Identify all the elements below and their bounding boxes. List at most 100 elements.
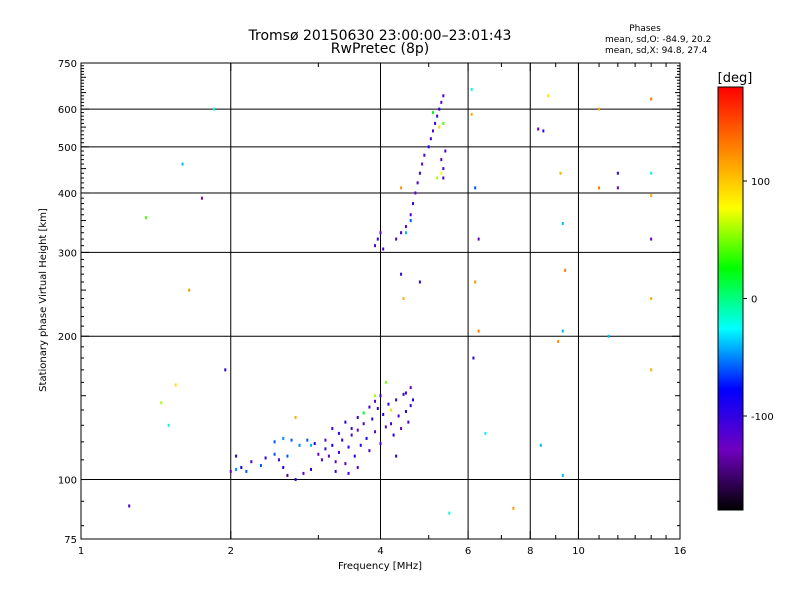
y-tick-label: 600 (58, 105, 77, 116)
data-point (416, 181, 419, 185)
data-point (431, 111, 434, 115)
data-point (409, 213, 412, 217)
colorbar-tick-label: 0 (751, 295, 757, 306)
x-tick-label: 4 (377, 546, 383, 557)
data-point (390, 408, 393, 412)
data-point (395, 237, 398, 241)
data-point (474, 186, 477, 190)
data-point (353, 454, 356, 458)
data-point (477, 237, 480, 241)
data-point (350, 426, 353, 430)
data-point (470, 112, 473, 116)
data-point (561, 222, 564, 226)
data-point (392, 433, 395, 437)
colorbar-tick-label: 100 (751, 177, 770, 188)
data-point (650, 368, 653, 372)
y-tick-label: 200 (58, 332, 77, 343)
data-point (379, 231, 382, 235)
data-point (167, 423, 170, 427)
chart-subtitle: RwPretec (8p) (331, 41, 429, 57)
colorbar-gradient (717, 86, 744, 511)
data-point (341, 438, 344, 442)
data-point (434, 121, 437, 125)
data-point (390, 422, 393, 426)
colorbar-tick-label: -100 (751, 412, 774, 423)
data-point (400, 426, 403, 430)
data-point (310, 443, 313, 447)
data-point (650, 171, 653, 175)
y-axis-label: Stationary phase Virtual Height [km] (38, 208, 49, 392)
data-point (472, 356, 475, 360)
data-point (362, 422, 365, 426)
data-point (327, 454, 330, 458)
data-point (436, 176, 439, 180)
data-point (365, 436, 368, 440)
y-tick-label: 300 (58, 248, 77, 259)
data-point (235, 467, 238, 471)
data-point (397, 414, 400, 418)
data-point (286, 473, 289, 477)
data-point (350, 433, 353, 437)
data-point (245, 469, 248, 473)
data-point (400, 186, 403, 190)
x-axis-label: Frequency [MHz] (338, 561, 422, 572)
data-point (418, 171, 421, 175)
data-point (224, 368, 227, 372)
data-point (374, 430, 377, 434)
data-point (298, 443, 301, 447)
data-point (512, 506, 515, 510)
data-point (412, 202, 415, 206)
data-point (423, 153, 426, 157)
data-point (404, 225, 407, 229)
x-tick-label: 16 (674, 546, 687, 557)
data-point (286, 454, 289, 458)
data-point (650, 237, 653, 241)
data-point (484, 431, 487, 435)
data-point (421, 162, 424, 166)
data-point (470, 87, 473, 91)
data-point (273, 452, 276, 456)
data-point (277, 458, 280, 462)
y-tick-label: 100 (58, 476, 77, 487)
data-point (598, 107, 601, 111)
data-point (347, 445, 350, 449)
data-point (616, 171, 619, 175)
x-tick-label: 1 (78, 546, 84, 557)
data-point (607, 334, 610, 338)
data-point (402, 392, 405, 396)
data-point (379, 442, 382, 446)
data-point (324, 438, 327, 442)
y-tick-label: 750 (58, 59, 77, 70)
data-point (259, 464, 262, 468)
data-point (438, 107, 441, 111)
data-point (313, 442, 316, 446)
data-point (250, 460, 253, 464)
data-point (384, 380, 387, 384)
y-tick-label: 75 (64, 535, 77, 546)
data-point (395, 398, 398, 402)
data-point (344, 420, 347, 424)
data-point (429, 137, 432, 141)
data-point (404, 409, 407, 413)
data-point (302, 471, 305, 475)
data-point (344, 462, 347, 466)
data-point (359, 443, 362, 447)
data-points (128, 87, 653, 515)
data-point (362, 411, 365, 415)
data-point (273, 440, 276, 444)
data-point (650, 97, 653, 101)
data-point (616, 186, 619, 190)
data-point (598, 186, 601, 190)
data-point (331, 443, 334, 447)
data-point (542, 129, 545, 133)
phase-header: Phases (629, 24, 661, 34)
data-point (395, 454, 398, 458)
data-point (282, 465, 285, 469)
data-point (306, 438, 309, 442)
data-point (559, 171, 562, 175)
data-point (402, 297, 405, 301)
phase-stats-o: mean, sd,O: -84.9, 20.2 (605, 35, 711, 45)
data-point (387, 402, 390, 406)
